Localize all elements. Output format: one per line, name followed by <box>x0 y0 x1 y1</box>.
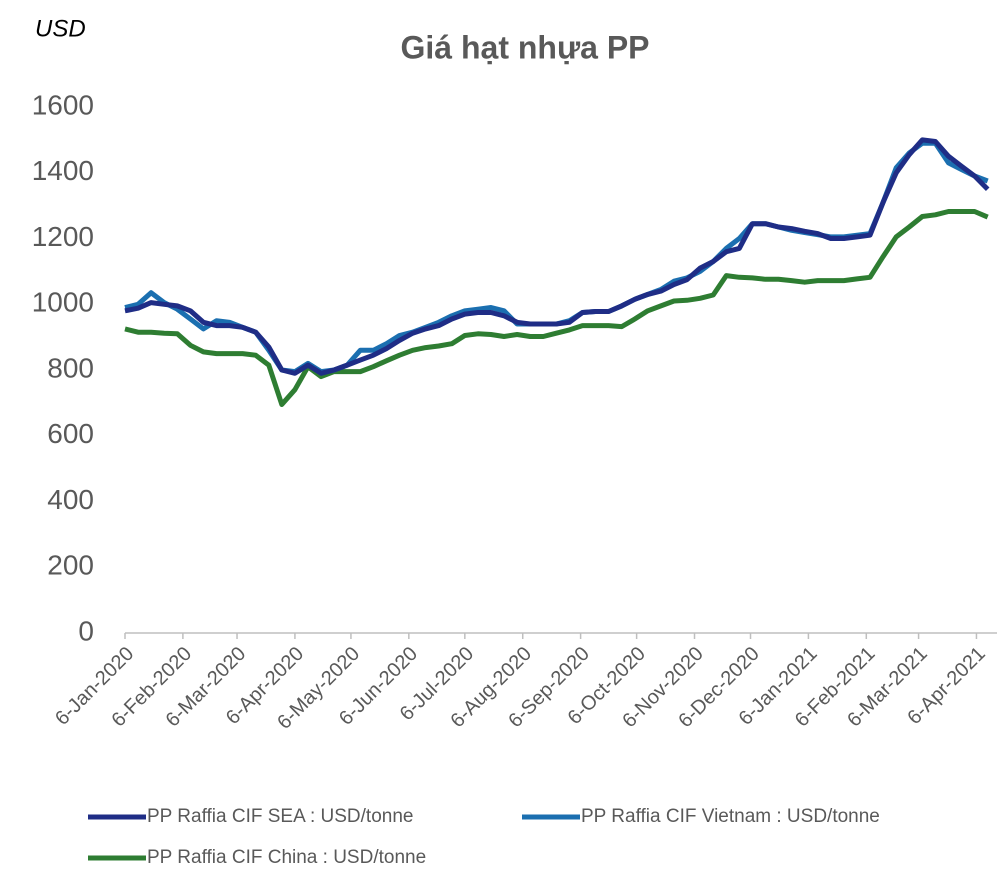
chart-title: Giá hạt nhựa PP <box>401 29 650 65</box>
legend-label: PP Raffia CIF Vietnam : USD/tonne <box>581 806 880 827</box>
series-line <box>124 209 989 407</box>
y-tick-label: 200 <box>47 550 94 581</box>
y-tick-label: 1000 <box>32 287 94 318</box>
y-tick-label: 0 <box>78 615 94 646</box>
y-tick-label: 800 <box>47 352 94 383</box>
legend-label: PP Raffia CIF China : USD/tonne <box>147 847 426 868</box>
y-tick-label: 1400 <box>32 155 94 186</box>
y-tick-label: 1600 <box>32 89 94 120</box>
y-tick-label: 400 <box>47 484 94 515</box>
y-tick-label: 600 <box>47 418 94 449</box>
y-axis-label: USD <box>35 15 86 42</box>
series-line <box>124 140 989 375</box>
series-line <box>124 137 990 376</box>
y-tick-label: 1200 <box>32 221 94 252</box>
legend-label: PP Raffia CIF SEA : USD/tonne <box>147 806 413 827</box>
